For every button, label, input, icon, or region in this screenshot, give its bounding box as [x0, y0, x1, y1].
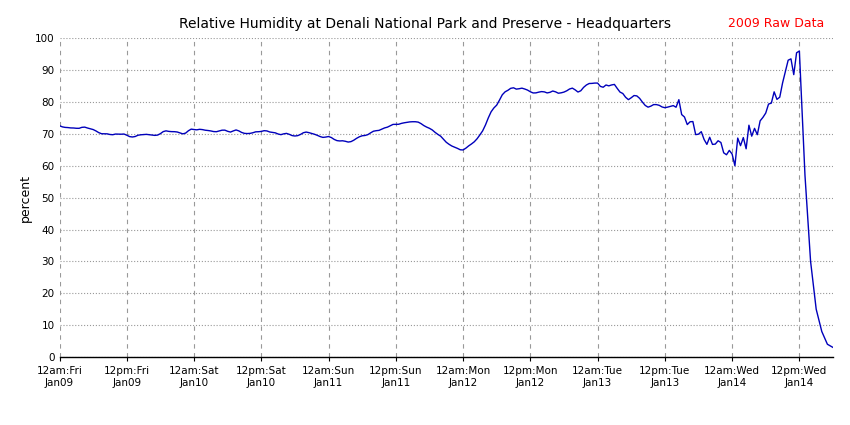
Text: 2009 Raw Data: 2009 Raw Data: [728, 17, 824, 30]
Y-axis label: percent: percent: [20, 174, 32, 221]
Text: Relative Humidity at Denali National Park and Preserve - Headquarters: Relative Humidity at Denali National Par…: [179, 17, 671, 31]
